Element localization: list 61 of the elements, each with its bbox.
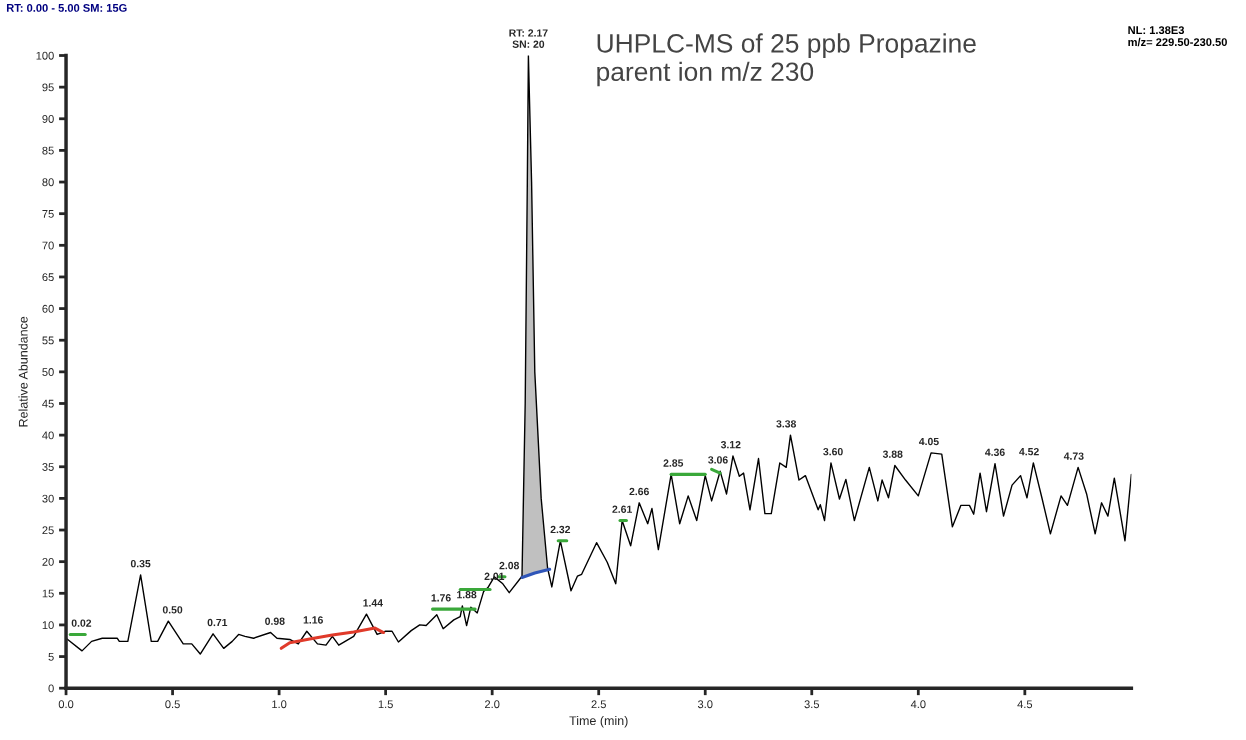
- y-tick-label: 10: [42, 621, 54, 630]
- y-tick-label: 35: [42, 463, 54, 471]
- annotation: 4.73: [1063, 452, 1084, 460]
- y-tick-label: 100: [36, 51, 54, 60]
- x-tick-label: 2.0: [485, 700, 500, 709]
- y-tick-label: 85: [42, 146, 54, 155]
- y-tick-label: 30: [42, 494, 54, 503]
- chart-title: UHPLC-MS of 25 ppb Propazine parent ion m/z 230: [597, 33, 976, 87]
- annotation: 3.88: [882, 450, 903, 458]
- annotation: 0.35: [130, 559, 151, 568]
- annotation: 1.76: [431, 594, 451, 602]
- annotation: 1.16: [303, 616, 323, 624]
- x-tick-label: 0.5: [165, 700, 180, 709]
- y-tick-label: 75: [42, 210, 54, 218]
- annotation: 0.50: [162, 606, 183, 614]
- y-tick-label: 15: [42, 589, 54, 598]
- annotation: 2.66: [629, 487, 649, 496]
- annotation: 2.32: [550, 525, 571, 534]
- annotation: 1.88: [457, 590, 477, 599]
- annotation: 0.98: [265, 617, 285, 625]
- y-tick-label: 90: [42, 115, 54, 123]
- y-tick-label: 95: [42, 83, 54, 92]
- annotation: 4.05: [918, 437, 939, 446]
- x-tick-label: 4.0: [910, 700, 926, 709]
- x-tick-label: 1.5: [378, 700, 393, 709]
- annotation: 0.71: [207, 618, 228, 627]
- text: RT: 0.00 - 5.00 SM: 15G: [6, 3, 127, 12]
- y-tick-label: 0: [48, 684, 54, 693]
- x-tick-label: 3.0: [697, 700, 713, 709]
- x-tick-label: 3.5: [804, 700, 820, 709]
- y-tick-label: 5: [48, 652, 54, 661]
- annotation: 4.36: [985, 448, 1005, 456]
- annotation: RT: 2.17 SN: 20: [509, 29, 548, 48]
- y-tick-label: 20: [42, 557, 54, 566]
- annotation: 1.44: [363, 599, 383, 607]
- y-tick-label: 45: [42, 399, 54, 408]
- x-tick-label: 1.0: [272, 700, 287, 709]
- text: NL: 1.38E3 m/z= 229.50-230.50: [1128, 26, 1227, 47]
- y-tick-label: 65: [42, 273, 54, 282]
- annotation: 2.85: [663, 459, 684, 467]
- annotation: 2.61: [612, 505, 632, 513]
- y-tick-label: 60: [42, 304, 54, 313]
- line-series: [279, 626, 386, 650]
- y-tick-label: 50: [42, 368, 54, 376]
- x-tick-label: 0.0: [58, 700, 74, 709]
- y-tick-label: 40: [42, 431, 54, 440]
- annotation: 2.08: [499, 561, 520, 570]
- annotation: 3.12: [720, 441, 741, 449]
- annotation: 3.38: [776, 420, 797, 428]
- y-tick-label: 70: [42, 241, 54, 250]
- annotation: 0.02: [71, 619, 92, 627]
- annotation: 3.06: [708, 456, 728, 464]
- annotation: 4.52: [1019, 447, 1039, 456]
- x-tick-label: 2.5: [591, 700, 606, 709]
- y-tick-label: 25: [42, 526, 54, 535]
- y-tick-label: 80: [42, 178, 54, 187]
- y-tick-label: 55: [42, 336, 54, 345]
- y-axis-title: Relative Abundance: [18, 316, 28, 427]
- x-tick-label: 4.5: [1017, 700, 1033, 709]
- annotation: 3.60: [823, 447, 843, 456]
- x-axis-title: Time (min): [569, 715, 628, 728]
